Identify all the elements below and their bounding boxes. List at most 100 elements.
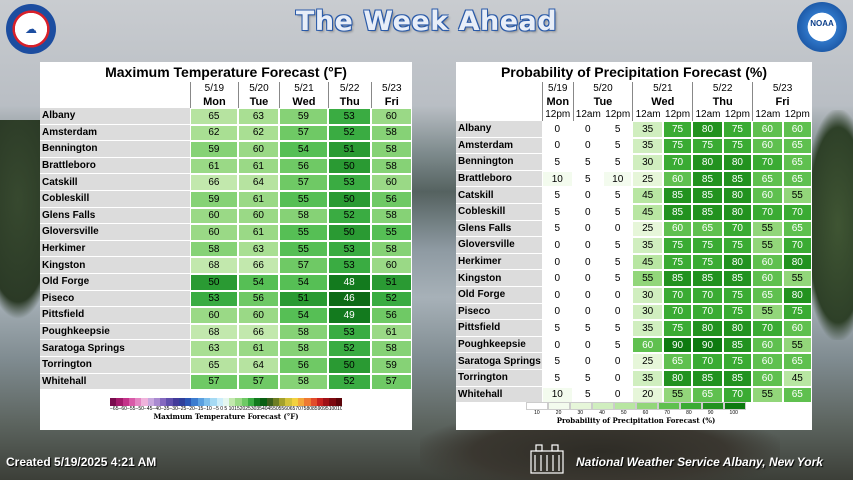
- temp-cell: 65: [190, 108, 238, 125]
- pop-legend-tick: 90: [707, 410, 714, 416]
- pop-cell: 0: [542, 336, 573, 354]
- pop-legend-tick: 100: [729, 410, 738, 416]
- pop-cell: 80: [692, 320, 723, 337]
- pop-cell: 85: [722, 336, 753, 354]
- pop-cell: 85: [662, 203, 693, 221]
- pop-cell: 5: [572, 386, 604, 404]
- pop-cell: 75: [722, 121, 753, 138]
- pop-cell: 35: [632, 137, 663, 155]
- temp-cell: 60: [190, 307, 238, 324]
- pop-cell: 85: [692, 203, 723, 221]
- pop-legend-tick: 50: [620, 410, 627, 416]
- pop-cell: 5: [572, 170, 604, 188]
- pop-cell: 70: [752, 203, 783, 221]
- pop-cell: 5: [603, 137, 633, 155]
- temp-day-header: Fri: [370, 95, 412, 108]
- temp-day-header: Thu: [327, 95, 371, 108]
- temp-cell: 55: [279, 190, 328, 208]
- pop-cell: 25: [632, 220, 663, 238]
- pop-cell: 85: [722, 170, 753, 188]
- temp-cell: 65: [190, 356, 238, 374]
- pop-cell: 30: [632, 303, 663, 321]
- pop-cell: 60: [752, 270, 783, 287]
- pop-legend-tick: 20: [555, 410, 562, 416]
- temp-row: Piseco 53 56 51 46 52: [40, 290, 412, 308]
- pop-cell: 65: [752, 286, 783, 304]
- temp-cell: 60: [370, 174, 412, 191]
- temp-cell: 50: [190, 273, 238, 291]
- pop-cell: 65: [782, 154, 812, 171]
- temp-cell: 51: [370, 273, 412, 291]
- temp-cell: 57: [370, 373, 412, 391]
- temp-row: Torrington 65 64 56 50 59: [40, 356, 412, 374]
- temp-station-name: Old Forge: [40, 273, 190, 291]
- pop-cell: 75: [662, 137, 693, 155]
- pop-cell: 55: [782, 270, 812, 287]
- temp-cell: 56: [279, 157, 328, 175]
- temp-cell: 56: [279, 356, 328, 374]
- temperature-panel: Maximum Temperature Forecast (°F) 5/19 5/…: [40, 62, 412, 430]
- pop-cell: 5: [603, 121, 633, 138]
- pop-day-header: Mon: [542, 95, 573, 108]
- temp-cell: 58: [279, 340, 328, 357]
- pop-station-name: Whitehall: [456, 386, 542, 404]
- pop-legend-tick: 60: [642, 410, 649, 416]
- pop-cell: 85: [692, 170, 723, 188]
- temp-cell: 57: [237, 373, 280, 391]
- precipitation-legend-ticks: 10 20 30 40 50 60 70 80 90 100: [526, 410, 746, 416]
- pop-station-name: Herkimer: [456, 253, 542, 271]
- pop-cell: 5: [542, 320, 573, 337]
- pop-station-name: Amsterdam: [456, 137, 542, 155]
- pop-cell: 5: [603, 154, 633, 171]
- pop-cell: 0: [603, 286, 633, 304]
- temp-day-header: Wed: [279, 95, 328, 108]
- temp-cell: 58: [370, 207, 412, 225]
- temp-station-name: Catskill: [40, 174, 190, 191]
- temp-cell: 58: [370, 240, 412, 258]
- pop-cell: 65: [782, 353, 812, 370]
- noaa-logo-icon: NOAA: [797, 2, 847, 52]
- pop-station-name: Piseco: [456, 303, 542, 321]
- pop-cell: 85: [662, 270, 693, 287]
- pop-row: Whitehall 10 5 0 20 55 65 70 55 65: [456, 386, 812, 404]
- temp-station-name: Albany: [40, 108, 190, 125]
- pop-cell: 60: [752, 187, 783, 204]
- pop-cell: 60: [752, 336, 783, 354]
- pop-date-header: 5/20: [572, 82, 633, 95]
- temp-cell: 66: [237, 323, 280, 341]
- pop-station-name: Glens Falls: [456, 220, 542, 238]
- temp-row: Glens Falls 60 60 58 52 58: [40, 207, 412, 225]
- temp-cell: 58: [279, 207, 328, 225]
- temp-cell: 53: [327, 174, 371, 191]
- temp-date-header: 5/20: [237, 82, 279, 95]
- pop-row: Pittsfield 5 5 5 35 75 80 80 70 60: [456, 320, 812, 337]
- pop-cell: 85: [692, 270, 723, 287]
- pop-cell: 0: [603, 369, 633, 387]
- temp-row: Amsterdam 62 62 57 52 58: [40, 124, 412, 142]
- temp-cell: 58: [279, 323, 328, 341]
- pop-cell: 65: [752, 170, 783, 188]
- pop-row: Cobleskill 5 0 5 45 85 85 80 70 70: [456, 203, 812, 221]
- pop-row: Albany 0 0 5 35 75 80 75 60 60: [456, 121, 812, 138]
- pop-cell: 55: [782, 187, 812, 204]
- temp-date-header: 5/22: [327, 82, 371, 95]
- temp-cell: 52: [327, 340, 371, 357]
- pop-cell: 65: [662, 353, 693, 370]
- pop-cell: 80: [722, 154, 753, 171]
- pop-legend-tick: 70: [664, 410, 670, 416]
- temp-station-name: Amsterdam: [40, 124, 190, 142]
- temp-row: Brattleboro 61 61 56 50 58: [40, 157, 412, 175]
- pop-cell: 80: [692, 154, 723, 171]
- pop-cell: 0: [603, 386, 633, 404]
- temp-cell: 57: [279, 257, 328, 274]
- temp-cell: 55: [370, 224, 412, 241]
- pop-cell: 60: [782, 320, 812, 337]
- temp-row: Cobleskill 59 61 55 50 56: [40, 190, 412, 208]
- temp-station-name: Bennington: [40, 141, 190, 158]
- temperature-legend-ticks: −65−60−55−50−45−40−35−30−25−20−15−10 −5 …: [110, 406, 342, 412]
- pop-station-name: Torrington: [456, 369, 542, 387]
- pop-cell: 80: [662, 369, 693, 387]
- temp-cell: 60: [237, 141, 280, 158]
- pop-legend-tick: 40: [599, 410, 605, 416]
- temp-cell: 57: [279, 174, 328, 191]
